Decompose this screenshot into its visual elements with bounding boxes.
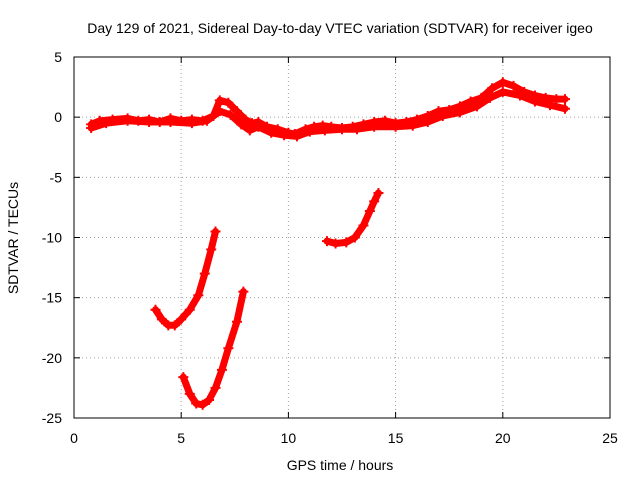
x-axis-label: GPS time / hours [287, 457, 394, 473]
sdtvar-arc-c [321, 187, 384, 249]
data-point [165, 116, 176, 127]
data-point [210, 382, 221, 393]
data-point [559, 94, 570, 105]
data-point [369, 196, 380, 207]
x-tick-label: 15 [388, 430, 404, 446]
data-point [437, 110, 448, 121]
chart-title: Day 129 of 2021, Sidereal Day-to-day VTE… [87, 20, 593, 36]
data-point [279, 130, 290, 141]
data-point [341, 237, 352, 248]
data-point [210, 226, 221, 237]
data-point [204, 394, 215, 405]
sdtvar-arc-a-trace [152, 228, 219, 329]
data-point [184, 304, 195, 315]
data-point [231, 316, 242, 327]
data-point [358, 220, 369, 231]
data-point [364, 206, 375, 217]
data-point [422, 116, 433, 127]
data-point [454, 107, 465, 118]
data-point [214, 95, 225, 106]
data-point [253, 121, 264, 132]
data-point [321, 236, 332, 247]
data-point [407, 120, 418, 131]
data-point [169, 320, 180, 331]
x-tick-label: 5 [177, 430, 185, 446]
data-point [514, 90, 525, 101]
data-point [199, 268, 210, 279]
data-point [184, 388, 195, 399]
data-point [497, 77, 508, 88]
data-point [390, 121, 401, 132]
data-point [497, 86, 508, 97]
data-point [291, 131, 302, 142]
sdtvar-arc-b [178, 286, 249, 410]
y-tick-label: -10 [42, 230, 62, 246]
data-point [369, 121, 380, 132]
data-point [349, 232, 360, 243]
data-point [465, 96, 476, 107]
series-layer [86, 77, 570, 410]
data-point [559, 103, 570, 114]
data-point [214, 106, 225, 117]
data-point [319, 125, 330, 136]
data-point [472, 101, 483, 112]
data-point [223, 343, 234, 354]
data-point [186, 118, 197, 129]
data-point [304, 126, 315, 137]
data-point [266, 127, 277, 138]
data-point [101, 118, 112, 129]
data-point [191, 398, 202, 409]
data-point [144, 116, 155, 127]
data-point [216, 364, 227, 375]
data-point [86, 122, 97, 133]
sdtvar-arc-b-trace [179, 288, 247, 409]
data-point [508, 80, 519, 91]
data-point [330, 238, 341, 249]
x-tick-label: 20 [495, 430, 511, 446]
data-point [487, 83, 498, 94]
data-point [244, 125, 255, 136]
data-point [206, 244, 217, 255]
x-tick-label: 0 [70, 430, 78, 446]
y-tick-label: -5 [50, 169, 63, 185]
y-tick-label: -15 [42, 290, 62, 306]
data-point [373, 187, 384, 198]
y-tick-label: 0 [54, 109, 62, 125]
data-point [156, 314, 167, 325]
data-point [122, 115, 133, 126]
sdtvar-arc-a [150, 226, 221, 331]
x-tick-label: 25 [602, 430, 618, 446]
data-point [231, 106, 242, 117]
data-point [529, 96, 540, 107]
data-point [223, 97, 234, 108]
data-point [337, 124, 347, 135]
tick-layer: 0 5 10 15 20 25 5 0 -5 -10 -15 -20 -25 [42, 49, 618, 446]
data-point [197, 399, 208, 410]
sdtvar-main-band-lower [86, 86, 570, 142]
data-point [201, 115, 212, 126]
data-point [238, 286, 249, 297]
data-point [193, 290, 204, 301]
y-tick-label: 5 [54, 49, 62, 65]
y-axis-label: SDTVAR / TECUs [5, 182, 21, 294]
data-point [225, 109, 236, 120]
data-point [484, 92, 495, 103]
data-point [150, 304, 161, 315]
data-point [236, 119, 247, 130]
data-point [176, 314, 187, 325]
data-point [544, 100, 555, 111]
data-point [352, 124, 363, 135]
x-tick-label: 10 [281, 430, 297, 446]
grid-layer [74, 57, 610, 418]
data-point [178, 372, 189, 383]
data-point [551, 94, 562, 105]
y-tick-label: -20 [42, 350, 62, 366]
y-tick-label: -25 [42, 410, 62, 426]
